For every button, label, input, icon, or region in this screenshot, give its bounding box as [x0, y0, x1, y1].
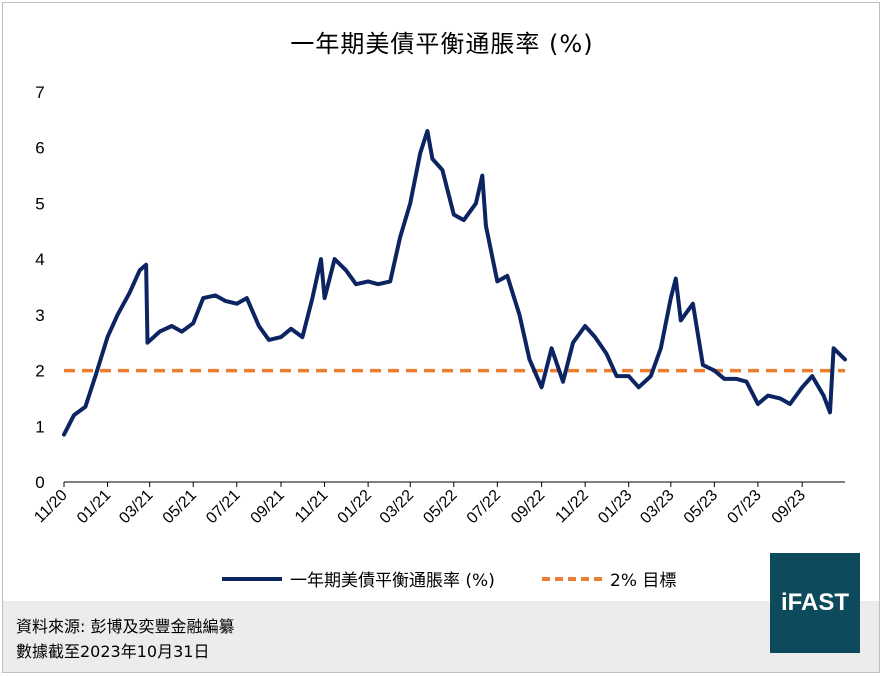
legend-line-target: [542, 576, 602, 581]
x-tick-label: 03/21: [116, 487, 156, 527]
legend-line-series: [222, 576, 282, 581]
legend: 一年期美債平衡通脹率 (%) 2% 目標: [0, 566, 884, 591]
source-note: 資料來源: 彭博及奕豐金融編纂: [16, 617, 235, 636]
footer: 資料來源: 彭博及奕豐金融編纂 數據截至2023年10月31日: [3, 601, 879, 672]
y-tick-label: 6: [35, 139, 44, 158]
x-tick-label: 07/23: [724, 487, 764, 527]
y-tick-label: 5: [35, 194, 44, 213]
legend-label-series: 一年期美債平衡通脹率 (%): [290, 571, 495, 591]
x-tick-label: 09/21: [248, 487, 288, 527]
x-tick-label: 03/23: [637, 487, 677, 527]
breakeven-inflation-line: [62, 129, 847, 437]
x-tick-label: 01/22: [335, 487, 375, 527]
legend-label-target: 2% 目標: [610, 571, 677, 591]
x-tick-label: 05/21: [160, 487, 200, 527]
y-tick-label: 7: [35, 83, 44, 102]
x-tick-label: 09/23: [769, 487, 809, 527]
y-tick-label: 0: [35, 473, 44, 492]
y-tick-label: 1: [35, 417, 44, 436]
x-tick-label: 01/21: [74, 487, 114, 527]
ifast-logo: iFAST: [770, 553, 860, 653]
y-tick-label: 3: [35, 306, 44, 325]
chart-title: 一年期美債平衡通脹率 (%): [290, 30, 594, 58]
data-date-note: 數據截至2023年10月31日: [16, 642, 210, 661]
x-tick-label: 07/21: [203, 487, 243, 527]
x-tick-label: 11/22: [552, 487, 592, 527]
legend-item-target: 2% 目標: [542, 566, 676, 591]
x-tick-label: 05/22: [420, 487, 460, 527]
x-tick-label: 07/22: [464, 487, 504, 527]
x-tick-label: 03/22: [377, 487, 417, 527]
x-tick-label: 05/23: [681, 487, 721, 527]
x-tick-label: 01/23: [595, 487, 635, 527]
y-tick-label: 2: [35, 362, 44, 381]
x-tick-label: 09/22: [508, 487, 548, 527]
x-tick-label: 11/20: [31, 487, 71, 527]
y-tick-label: 4: [35, 250, 44, 269]
x-tick-label: 11/21: [292, 487, 332, 527]
legend-item-series: 一年期美債平衡通脹率 (%): [222, 566, 495, 591]
